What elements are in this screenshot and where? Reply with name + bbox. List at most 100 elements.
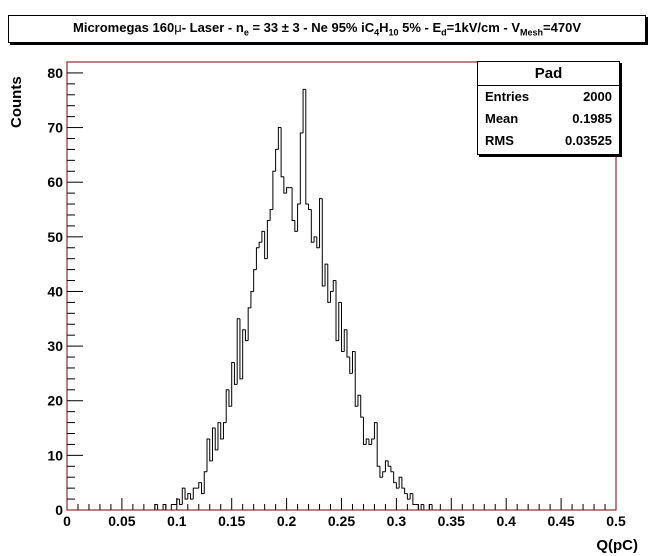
histogram-bin — [217, 422, 221, 450]
histogram-bin — [286, 187, 290, 194]
histogram-bin — [376, 422, 380, 467]
histogram-bin — [343, 329, 347, 352]
histogram-bin — [201, 482, 205, 495]
x-tick-label: 0.45 — [547, 513, 574, 529]
stats-title: Pad — [478, 62, 619, 86]
histogram-bin — [412, 493, 416, 506]
x-tick-label: 0.3 — [387, 513, 407, 529]
histogram-bin — [242, 329, 246, 379]
histogram-bin — [187, 493, 191, 500]
histogram-bin — [351, 351, 356, 374]
histogram-bin — [192, 487, 197, 500]
y-tick-label: 70 — [47, 120, 63, 136]
histogram-bin — [406, 493, 411, 500]
histogram-bin — [327, 264, 331, 303]
histogram-bin — [335, 280, 339, 342]
histogram-bin — [398, 476, 402, 489]
rms-label: RMS — [485, 133, 514, 148]
histogram-bin — [247, 307, 251, 341]
histogram-bin — [231, 361, 235, 407]
x-tick-label: 0.25 — [328, 513, 355, 529]
histogram-bin — [324, 263, 328, 286]
histogram-bin — [233, 362, 238, 385]
stats-entries: Entries 2000 — [478, 86, 619, 108]
x-tick-label: 0 — [63, 513, 71, 529]
y-tick-label: 30 — [47, 338, 63, 354]
histogram-bin — [357, 394, 361, 407]
stats-rms: RMS 0.03525 — [478, 130, 619, 152]
histogram-bin — [371, 438, 375, 445]
histogram-bin — [387, 460, 391, 467]
stats-mean: Mean 0.1985 — [478, 108, 619, 130]
histogram-bin — [170, 504, 175, 510]
histogram-bin — [379, 466, 383, 478]
histogram-bin — [283, 176, 287, 194]
histogram-bin — [368, 438, 372, 445]
histogram-bin — [299, 132, 304, 205]
histogram-bin — [266, 219, 271, 259]
y-tick-label: 20 — [47, 393, 63, 409]
histogram-bin — [255, 247, 260, 270]
histogram-bin — [184, 488, 188, 500]
y-tick-label: 80 — [47, 65, 63, 81]
x-axis-label: Q(pC) — [596, 537, 638, 554]
y-axis-label: Counts — [8, 76, 25, 128]
histogram-bin — [179, 499, 183, 506]
x-tick-label: 0.05 — [108, 513, 135, 529]
x-tick-label: 0.35 — [438, 513, 465, 529]
histogram-bin — [409, 493, 413, 500]
histogram-bin — [349, 357, 353, 374]
histogram-bin — [236, 318, 240, 385]
histogram-bin — [360, 395, 364, 418]
histogram-bin — [330, 290, 334, 303]
histogram-bin — [157, 504, 161, 511]
histogram-bin — [423, 504, 427, 511]
histogram-bin — [346, 329, 350, 358]
histogram-bin — [305, 89, 309, 205]
histogram-bin — [420, 504, 424, 510]
histogram-bin — [384, 460, 389, 472]
histogram-bin — [272, 170, 276, 210]
histogram-bin — [319, 198, 323, 248]
histogram-bin — [316, 236, 320, 249]
entries-value: 2000 — [583, 89, 612, 104]
histogram-bin — [211, 427, 216, 461]
histogram-bin — [225, 389, 229, 423]
histogram-bin — [162, 504, 166, 510]
histogram-bin — [258, 241, 262, 248]
chart-title: Micromegas 160μ- Laser - ne = 33 ± 3 - N… — [8, 15, 646, 43]
histogram-bin — [250, 290, 254, 308]
histogram-bin — [382, 471, 386, 478]
histogram-bin — [214, 428, 218, 451]
histogram-bin — [354, 351, 358, 407]
histogram-bin — [395, 482, 400, 489]
histogram-bin — [310, 209, 315, 243]
histogram-bin — [373, 422, 378, 439]
histogram-bin — [275, 148, 279, 172]
y-tick-label: 50 — [47, 229, 63, 245]
histogram-bin — [321, 198, 326, 287]
histogram-bin — [181, 487, 186, 505]
histogram-bin — [206, 438, 210, 472]
histogram-bin — [431, 504, 435, 511]
x-tick-label: 0.5 — [606, 513, 626, 529]
mean-label: Mean — [485, 111, 519, 126]
y-tick-label: 40 — [47, 283, 63, 299]
histogram-bin — [291, 187, 295, 221]
rms-value: 0.03525 — [565, 133, 612, 148]
histogram-bin — [280, 127, 284, 178]
histogram-bin — [239, 318, 243, 380]
mean-value: 0.1985 — [572, 111, 612, 126]
x-tick-label: 0.2 — [277, 513, 297, 529]
histogram-bin — [209, 438, 213, 462]
histogram-bin — [253, 269, 257, 292]
x-tick-label: 0.15 — [218, 513, 245, 529]
histogram-bin — [264, 231, 268, 260]
histogram-bin — [404, 488, 408, 495]
histogram-bin — [302, 88, 306, 134]
histogram-bin — [308, 204, 312, 211]
plot-frame — [66, 61, 617, 511]
histogram-bin — [390, 466, 394, 473]
x-tick-label: 0.1 — [167, 513, 187, 529]
